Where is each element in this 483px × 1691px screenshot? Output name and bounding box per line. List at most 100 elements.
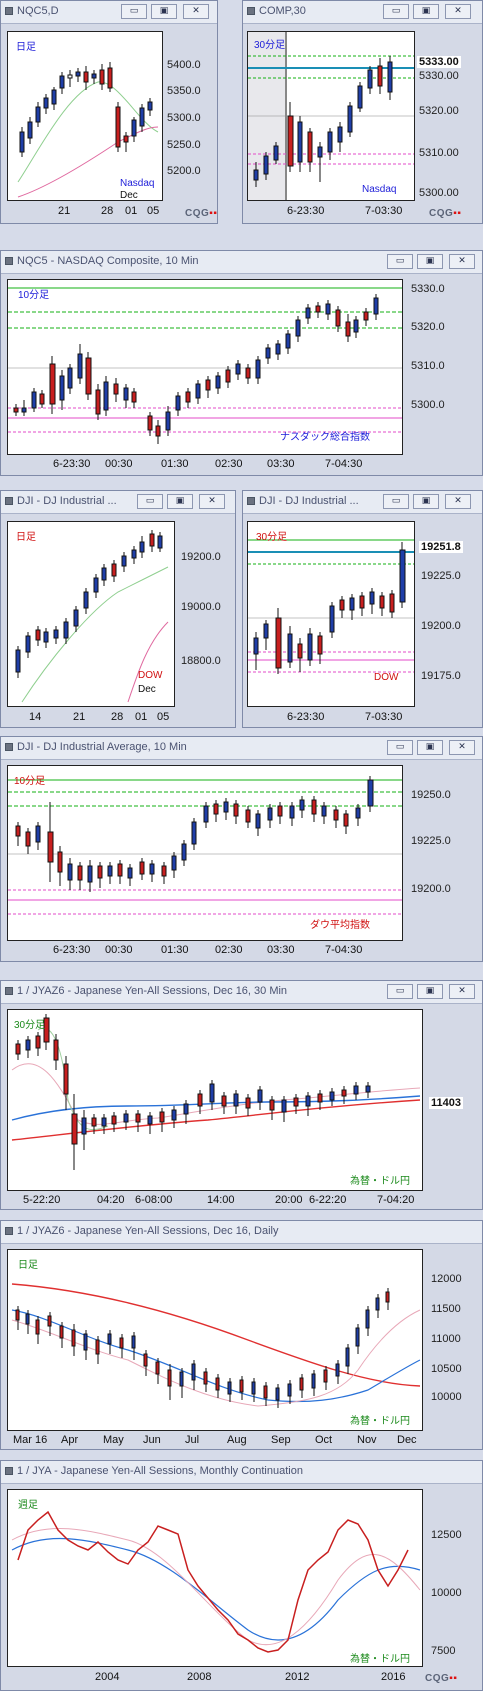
minimize-button[interactable]: ▭ xyxy=(137,494,163,509)
candle xyxy=(203,805,209,823)
y-tick: 10000 xyxy=(431,1587,462,1599)
candle xyxy=(299,799,305,811)
title-bar[interactable]: NQC5,D ▭ ▣ ✕ xyxy=(1,1,217,24)
chart-window-dji-daily[interactable]: DJI - DJ Industrial ... ▭ ▣ ✕ xyxy=(0,490,236,728)
candle xyxy=(111,1115,117,1125)
minimize-button[interactable]: ▭ xyxy=(383,4,409,19)
maximize-button[interactable]: ▣ xyxy=(151,4,177,19)
x-tick: 03:30 xyxy=(267,458,295,470)
y-tick: 11000 xyxy=(431,1333,461,1345)
chart-plot[interactable]: 日足 Nasdaq Dec xyxy=(7,31,163,201)
x-tick: 7-04:30 xyxy=(325,944,363,956)
candle xyxy=(83,1333,88,1351)
chart-plot[interactable]: 10分足 ダウ平均指数 xyxy=(7,765,403,941)
chart-window-dji-10min[interactable]: DJI - DJ Industrial Average, 10 Min ▭ ▣ … xyxy=(0,736,483,962)
chart-window-jpy-30min[interactable]: 1 / JYAZ6 - Japanese Yen-All Sessions, D… xyxy=(0,980,483,1210)
window-title: 1 / JYAZ6 - Japanese Yen-All Sessions, D… xyxy=(17,1225,279,1237)
candle xyxy=(123,387,129,401)
chart-svg xyxy=(8,776,402,915)
chart-svg xyxy=(248,539,414,674)
maximize-button[interactable]: ▣ xyxy=(417,740,443,755)
chart-svg xyxy=(17,62,159,198)
close-button[interactable]: ✕ xyxy=(445,494,471,509)
minimize-button[interactable]: ▭ xyxy=(383,494,409,509)
candle xyxy=(181,843,187,861)
x-tick: 05 xyxy=(147,205,160,217)
x-tick: May xyxy=(103,1434,124,1446)
ma-20-line xyxy=(11,1309,421,1407)
y-tick: 5400.0 xyxy=(167,59,201,71)
candle xyxy=(277,805,283,817)
candle xyxy=(221,1095,227,1107)
title-bar[interactable]: DJI - DJ Industrial ... ▭ ▣ ✕ xyxy=(1,491,235,514)
minimize-button[interactable]: ▭ xyxy=(387,254,413,269)
candles xyxy=(15,1288,390,1408)
title-bar[interactable]: 1 / JYAZ6 - Japanese Yen-All Sessions, D… xyxy=(1,981,482,1004)
x-tick: Sep xyxy=(271,1434,291,1446)
candle xyxy=(135,1113,141,1123)
timeframe-label: 週足 xyxy=(18,1500,38,1511)
candle xyxy=(101,1117,107,1127)
x-axis-bar xyxy=(7,1193,423,1209)
title-bar[interactable]: NQC5 - NASDAQ Composite, 10 Min ▭ ▣ ✕ xyxy=(1,251,482,274)
ma-long-line xyxy=(11,1099,421,1141)
window-icon xyxy=(5,987,13,995)
candle xyxy=(215,1377,220,1391)
candle xyxy=(323,1369,328,1383)
title-bar[interactable]: 1 / JYAZ6 - Japanese Yen-All Sessions, D… xyxy=(1,1221,482,1244)
chart-plot[interactable]: 日足 為替・ドル円 xyxy=(7,1249,423,1431)
chart-window-jpy-daily[interactable]: 1 / JYAZ6 - Japanese Yen-All Sessions, D… xyxy=(0,1220,483,1450)
candle xyxy=(99,69,105,85)
chart-plot[interactable]: 30分足 Nasdaq xyxy=(247,31,415,201)
window-title: 1 / JYAZ6 - Japanese Yen-All Sessions, D… xyxy=(17,985,288,997)
candle xyxy=(83,71,89,83)
x-axis-bar xyxy=(7,1669,423,1685)
title-bar[interactable]: DJI - DJ Industrial Average, 10 Min ▭ ▣ … xyxy=(1,737,482,760)
candle xyxy=(51,89,57,105)
candle xyxy=(59,75,65,89)
title-bar[interactable]: COMP,30 ▭ ▣ ✕ xyxy=(243,1,482,24)
x-tick: 21 xyxy=(58,205,71,217)
timeframe-label: 10分足 xyxy=(18,290,50,301)
candle xyxy=(85,357,92,395)
window-icon xyxy=(5,497,13,505)
chart-plot[interactable]: 週足 為替・ドル円 xyxy=(7,1489,423,1667)
maximize-button[interactable]: ▣ xyxy=(167,494,193,509)
close-button[interactable]: ✕ xyxy=(449,254,475,269)
x-tick: 28 xyxy=(101,205,114,217)
chart-window-nasdaq-10min[interactable]: NQC5 - NASDAQ Composite, 10 Min ▭ ▣ ✕ xyxy=(0,250,483,476)
maximize-button[interactable]: ▣ xyxy=(413,494,439,509)
candle xyxy=(131,549,137,559)
candle xyxy=(183,1103,189,1115)
chart-plot[interactable]: 30分足 DOW xyxy=(247,521,415,707)
chart-plot[interactable]: 30分足 為替・ドル円 xyxy=(7,1009,423,1191)
candle xyxy=(13,407,19,413)
close-button[interactable]: ✕ xyxy=(445,4,471,19)
maximize-button[interactable]: ▣ xyxy=(413,4,439,19)
x-tick: 01 xyxy=(135,711,148,723)
price-line xyxy=(17,1510,409,1653)
x-tick: 14:00 xyxy=(207,1194,235,1206)
close-button[interactable]: ✕ xyxy=(183,4,209,19)
chart-window-jpy-monthly[interactable]: 1 / JYA - Japanese Yen-All Sessions, Mon… xyxy=(0,1460,483,1691)
candle xyxy=(19,131,25,153)
maximize-button[interactable]: ▣ xyxy=(417,984,443,999)
title-bar[interactable]: 1 / JYA - Japanese Yen-All Sessions, Mon… xyxy=(1,1461,482,1484)
month-label: Dec xyxy=(120,190,138,201)
maximize-button[interactable]: ▣ xyxy=(417,254,443,269)
close-button[interactable]: ✕ xyxy=(449,984,475,999)
candle xyxy=(35,1035,41,1049)
minimize-button[interactable]: ▭ xyxy=(121,4,147,19)
close-button[interactable]: ✕ xyxy=(449,740,475,755)
minimize-button[interactable]: ▭ xyxy=(387,984,413,999)
chart-plot[interactable]: 日足 DOW Dec xyxy=(7,521,175,707)
chart-plot[interactable]: 10分足 ナスダック総合指数 xyxy=(7,279,403,455)
chart-window-nqc5-daily[interactable]: NQC5,D ▭ ▣ ✕ xyxy=(0,0,218,224)
window-title: 1 / JYA - Japanese Yen-All Sessions, Mon… xyxy=(17,1465,303,1477)
chart-window-dji-30[interactable]: DJI - DJ Industrial ... ▭ ▣ ✕ xyxy=(242,490,483,728)
minimize-button[interactable]: ▭ xyxy=(387,740,413,755)
chart-window-comp-30[interactable]: COMP,30 ▭ ▣ ✕ xyxy=(242,0,483,224)
candle xyxy=(43,631,49,643)
close-button[interactable]: ✕ xyxy=(199,494,225,509)
title-bar[interactable]: DJI - DJ Industrial ... ▭ ▣ ✕ xyxy=(243,491,482,514)
